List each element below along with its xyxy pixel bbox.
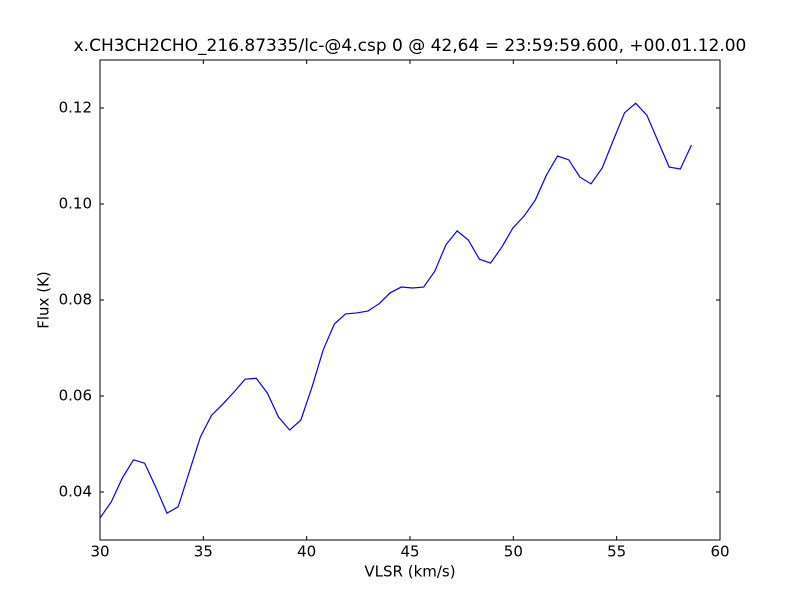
plot-frame bbox=[99, 59, 721, 541]
x-tick-label: 45 bbox=[400, 543, 419, 561]
y-tick-label: 0.04 bbox=[59, 483, 92, 501]
y-tick-label: 0.06 bbox=[59, 387, 92, 405]
chart-title: x.CH3CH2CHO_216.87335/lc-@4.csp 0 @ 42,6… bbox=[74, 36, 747, 56]
y-tick-label: 0.08 bbox=[59, 291, 92, 309]
x-tick-label: 60 bbox=[710, 543, 729, 561]
data-line bbox=[99, 102, 693, 519]
x-tick-label: 50 bbox=[504, 543, 523, 561]
x-tick-label: 30 bbox=[90, 543, 109, 561]
y-tick-label: 0.12 bbox=[59, 99, 92, 117]
x-tick-label: 40 bbox=[297, 543, 316, 561]
y-tick-label: 0.10 bbox=[59, 195, 92, 213]
x-axis-label: VLSR (km/s) bbox=[364, 563, 455, 581]
x-tick-label: 55 bbox=[607, 543, 626, 561]
y-axis-label: Flux (K) bbox=[35, 271, 53, 329]
x-tick-label: 35 bbox=[194, 543, 213, 561]
